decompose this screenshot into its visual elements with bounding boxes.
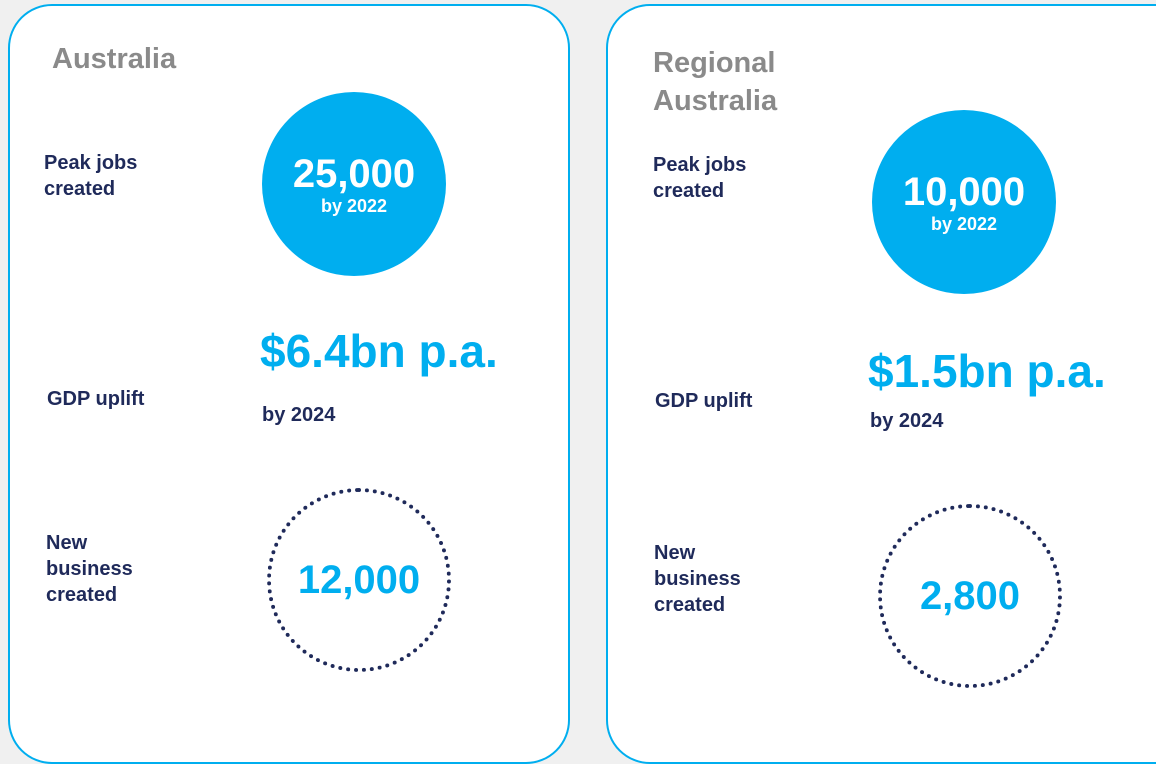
metric-note: by 2024 bbox=[262, 404, 336, 426]
metric-label: New business created bbox=[46, 532, 133, 606]
metric-label: Peak jobs created bbox=[44, 152, 138, 200]
metric-label: GDP uplift bbox=[47, 388, 145, 410]
jobs-circle: 10,000 by 2022 bbox=[872, 110, 1056, 294]
business-circle: 12,000 bbox=[267, 488, 451, 672]
metric-note: by 2022 bbox=[320, 195, 388, 216]
metric-value: 2,800 bbox=[919, 573, 1021, 618]
panel: Australia Peak jobs created 25,000 by 20… bbox=[8, 4, 570, 764]
panel: Regional Australia Peak jobs created 10,… bbox=[606, 4, 1156, 764]
metric-value: $6.4bn p.a. bbox=[260, 325, 498, 377]
metric-label: New business created bbox=[654, 542, 741, 616]
business-circle: 2,800 bbox=[878, 504, 1062, 688]
metric-label: GDP uplift bbox=[655, 390, 753, 412]
jobs-circle: 25,000 by 2022 bbox=[262, 92, 446, 276]
metric-note: by 2022 bbox=[930, 213, 998, 234]
metric-value: 10,000 bbox=[902, 169, 1026, 214]
metric-value: $1.5bn p.a. bbox=[868, 345, 1106, 397]
metric-value: 12,000 bbox=[297, 557, 421, 602]
metric-note: by 2024 bbox=[870, 410, 944, 432]
page: {"panels": [ {"title": "Australia", "job… bbox=[8, 4, 1156, 764]
panel-title: Regional Australia bbox=[653, 47, 778, 117]
metric-value: 25,000 bbox=[292, 151, 416, 196]
metric-label: Peak jobs created bbox=[653, 154, 747, 202]
panel-title: Australia bbox=[52, 43, 177, 75]
